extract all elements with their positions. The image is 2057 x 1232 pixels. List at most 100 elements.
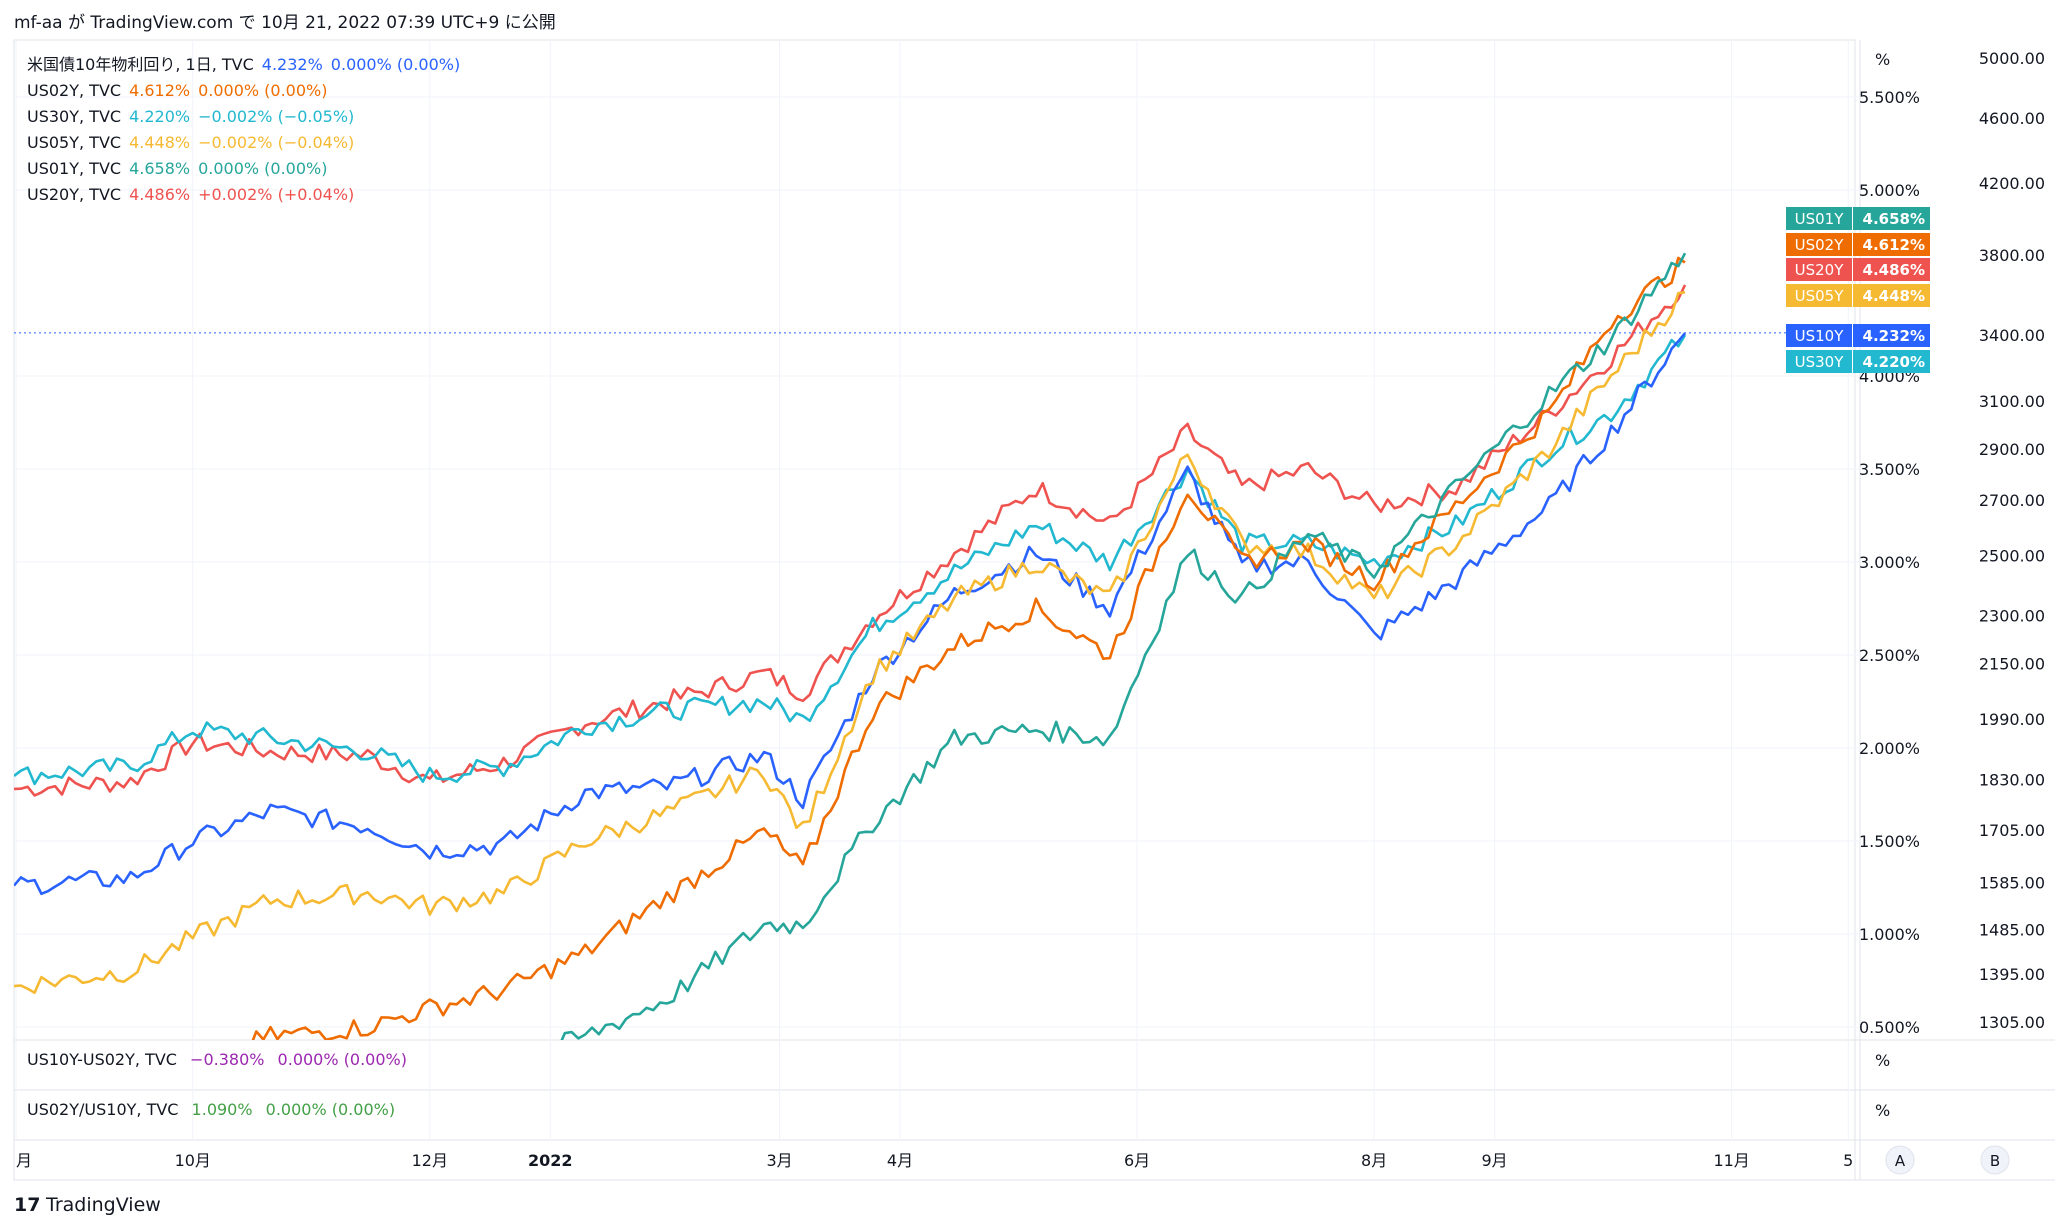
legend-row[interactable]: US02Y, TVC 4.612% 0.000% (0.00%) xyxy=(27,78,468,104)
series-line-us30y[interactable] xyxy=(14,334,1687,786)
legend-row[interactable]: US30Y, TVC 4.220% −0.002% (−0.05%) xyxy=(27,104,468,130)
badge-value-bg xyxy=(1853,284,1930,307)
price-tick-label: 3100.00 xyxy=(1979,392,2045,411)
legend-series-value: 4.220% xyxy=(129,107,191,126)
legend-row[interactable]: US01Y, TVC 4.658% 0.000% (0.00%) xyxy=(27,156,468,182)
price-tick-label: 1395.00 xyxy=(1979,965,2045,984)
legend-series-change: 0.000% (0.00%) xyxy=(198,81,328,100)
legend-row[interactable]: US05Y, TVC 4.448% −0.002% (−0.04%) xyxy=(27,130,468,156)
price-tick-label: 2900.00 xyxy=(1979,440,2045,459)
badge-value: 4.448% xyxy=(1863,287,1925,305)
percent-tick-label: 3.500% xyxy=(1859,460,1920,479)
badge-value: 4.486% xyxy=(1863,261,1925,279)
price-tick-label: 2300.00 xyxy=(1979,606,2045,625)
legend-row[interactable]: US20Y, TVC 4.486% +0.002% (+0.04%) xyxy=(27,182,468,208)
badge-label-bg xyxy=(1786,207,1852,230)
price-tick-label: 1485.00 xyxy=(1979,920,2045,939)
subpane-legend-spread: US10Y-US02Y, TVC −0.380% 0.000% (0.00%) xyxy=(27,1050,415,1069)
x-tick-label: 月 xyxy=(16,1151,32,1170)
legend-series-value: 4.448% xyxy=(129,133,191,152)
price-tick-label: 5000.00 xyxy=(1979,49,2045,68)
price-tick-label: 1830.00 xyxy=(1979,770,2045,789)
badge-label-bg xyxy=(1786,258,1852,281)
price-tick-label: 1990.00 xyxy=(1979,710,2045,729)
tradingview-mark-icon: 17 xyxy=(14,1194,41,1216)
tradingview-logo[interactable]: 17 TradingView xyxy=(14,1194,161,1216)
subpane-unit: % xyxy=(1875,1051,1890,1070)
legend-series-name: US30Y, TVC xyxy=(27,107,122,126)
percent-tick-label: 5.500% xyxy=(1859,88,1920,107)
scale-button-label: A xyxy=(1895,1152,1906,1170)
x-tick-label: 11月 xyxy=(1713,1151,1749,1170)
badge-label-bg xyxy=(1786,350,1852,373)
badge-value-bg xyxy=(1853,324,1930,347)
legend-series-change: 0.000% (0.00%) xyxy=(198,159,328,178)
price-tick-label: 4200.00 xyxy=(1979,174,2045,193)
legend-series-name: US05Y, TVC xyxy=(27,133,122,152)
subpane-name: US02Y/US10Y, TVC xyxy=(27,1100,179,1119)
subpane-name: US10Y-US02Y, TVC xyxy=(27,1050,177,1069)
badge-value: 4.220% xyxy=(1863,353,1925,371)
x-tick-label: 4月 xyxy=(887,1151,913,1170)
badge-value-bg xyxy=(1853,233,1930,256)
x-tick-label: 5 xyxy=(1843,1151,1853,1170)
price-badge-us30y: US30Y 4.220% xyxy=(1786,350,1930,373)
x-tick-label: 12月 xyxy=(412,1151,448,1170)
price-tick-label: 1305.00 xyxy=(1979,1013,2045,1032)
chart-axes: 月 10月 12月 2022 3月 4月 6月 8月 9月 11月 5% 5.500% 5.000% 4.… xyxy=(16,49,2045,1175)
legend-series-name: US20Y, TVC xyxy=(27,185,122,204)
scale-button-a xyxy=(1885,1145,1915,1175)
x-tick-label: 9月 xyxy=(1481,1151,1507,1170)
legend-series-value: 4.612% xyxy=(129,81,191,100)
badge-value-bg xyxy=(1853,258,1930,281)
x-tick-label: 2022 xyxy=(528,1151,573,1170)
percent-tick-label: 1.500% xyxy=(1859,832,1920,851)
badge-label: US30Y xyxy=(1795,353,1845,371)
subpane-value: −0.380% xyxy=(190,1050,265,1069)
legend-series-change: −0.002% (−0.04%) xyxy=(198,133,355,152)
badge-value-bg xyxy=(1853,350,1930,373)
price-badge-us10y: US10Y 4.232% xyxy=(1786,324,1930,347)
series-line-us01y[interactable] xyxy=(14,252,1687,1116)
series-line-us05y[interactable] xyxy=(14,291,1686,994)
series-line-us02y[interactable] xyxy=(14,256,1686,1087)
percent-tick-label: 5.000% xyxy=(1859,181,1920,200)
badge-label: US10Y xyxy=(1795,327,1845,345)
price-tick-label: 1585.00 xyxy=(1979,873,2045,892)
badge-value: 4.232% xyxy=(1863,327,1925,345)
series-line-us20y[interactable] xyxy=(14,284,1687,797)
chart-grid xyxy=(13,39,2055,1181)
legend-series-name: US01Y, TVC xyxy=(27,159,122,178)
tradingview-brand: TradingView xyxy=(46,1194,161,1216)
badge-label: US02Y xyxy=(1795,236,1845,254)
legend-series-value: 4.658% xyxy=(129,159,191,178)
legend-series-name: US02Y, TVC xyxy=(27,81,122,100)
x-tick-label: 6月 xyxy=(1124,1151,1150,1170)
legend-series-name: 米国債10年物利回り, 1日, TVC xyxy=(27,55,254,74)
main-legend: 米国債10年物利回り, 1日, TVC 4.232% 0.000% (0.00%) U… xyxy=(27,52,468,208)
price-tick-label: 3400.00 xyxy=(1979,326,2045,345)
badge-label: US01Y xyxy=(1795,210,1845,228)
subpane-legend-ratio: US02Y/US10Y, TVC 1.090% 0.000% (0.00%) xyxy=(27,1100,403,1119)
percent-tick-label: 0.500% xyxy=(1859,1018,1920,1037)
legend-series-value: 4.232% xyxy=(261,55,323,74)
badge-label: US05Y xyxy=(1795,287,1845,305)
price-tick-label: 3800.00 xyxy=(1979,246,2045,265)
percent-tick-label: 1.000% xyxy=(1859,925,1920,944)
price-badge-us05y: US05Y 4.448% xyxy=(1786,284,1930,307)
publish-header: mf-aa が TradingView.com で 10月 21, 2022 0… xyxy=(14,13,556,33)
chart-frame xyxy=(13,39,1856,1181)
legend-series-value: 4.486% xyxy=(129,185,191,204)
legend-series-change: +0.002% (+0.04%) xyxy=(198,185,355,204)
legend-row[interactable]: 米国債10年物利回り, 1日, TVC 4.232% 0.000% (0.00%) xyxy=(27,52,468,78)
badge-label-bg xyxy=(1786,284,1852,307)
price-tick-label: 2700.00 xyxy=(1979,491,2045,510)
subpane-change: 0.000% (0.00%) xyxy=(265,1100,396,1119)
price-badges: US01Y 4.658% US02Y 4.612% US20Y 4.486% US05Y 4.… xyxy=(1786,207,1930,373)
badge-value: 4.612% xyxy=(1863,236,1925,254)
badge-label: US20Y xyxy=(1795,261,1845,279)
badge-label-bg xyxy=(1786,324,1852,347)
badge-value: 4.658% xyxy=(1863,210,1925,228)
series-line-us10y[interactable] xyxy=(14,332,1687,896)
